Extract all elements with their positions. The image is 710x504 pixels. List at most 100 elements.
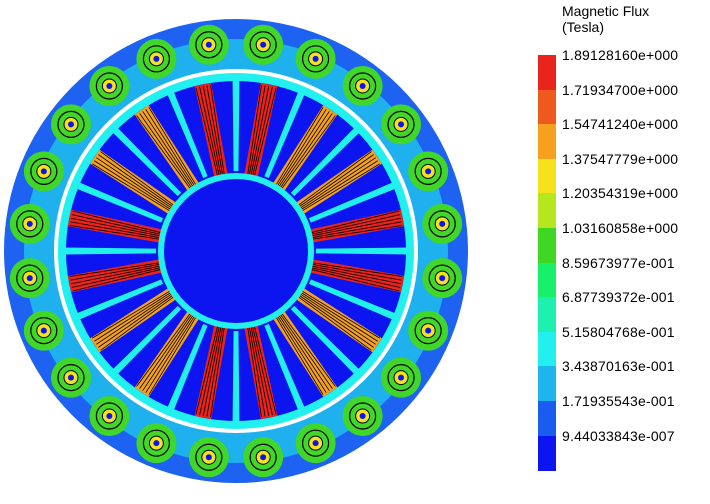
- legend-swatch: [538, 158, 556, 194]
- flux-line: [301, 160, 378, 210]
- flux-line: [206, 327, 223, 417]
- flux-line: [276, 317, 324, 395]
- stator-slot: [67, 374, 74, 381]
- rotor-flux-barrier: [290, 126, 361, 197]
- flux-line: [249, 85, 266, 175]
- flux-line-loop: [16, 264, 44, 292]
- stator-slot: [260, 454, 267, 461]
- stator-slot: [26, 275, 33, 282]
- stator-slot: [439, 220, 446, 227]
- flux-line: [202, 327, 222, 416]
- flux-line: [136, 313, 191, 387]
- flux-line: [71, 217, 160, 237]
- flux-line: [281, 313, 336, 387]
- flux-line: [96, 294, 172, 345]
- stator-slot: [40, 327, 47, 334]
- flux-line: [250, 327, 270, 416]
- rotor-flux-barrier: [264, 90, 305, 179]
- legend-label: 1.54741240e+000: [562, 116, 679, 133]
- rotor-flux-barrier: [167, 323, 208, 412]
- legend-label: 1.71935543e-001: [562, 393, 675, 409]
- rotor-flux-barrier: [111, 126, 182, 197]
- legend-swatch: [538, 331, 556, 367]
- flux-line: [252, 86, 273, 175]
- flux-line-loop: [95, 72, 123, 100]
- flux-line: [247, 84, 262, 174]
- rotor-flux-barrier: [111, 305, 182, 376]
- flux-line: [100, 296, 174, 351]
- flux-line-loop: [95, 402, 123, 430]
- flux-line-loop: [142, 429, 171, 457]
- rotor-flux-barrier: [64, 247, 157, 255]
- motor-cross-section: [4, 19, 468, 483]
- flux-line-loop: [142, 45, 171, 73]
- flux-line: [302, 291, 380, 339]
- flux-line: [298, 151, 372, 206]
- flux-line: [148, 107, 196, 185]
- flux-line-loop: [57, 364, 85, 392]
- legend-label: 6.87739372e-001: [562, 289, 675, 306]
- flux-line: [210, 84, 225, 174]
- stator-slot: [312, 440, 319, 447]
- flux-line: [139, 113, 192, 188]
- flux-line: [145, 109, 195, 186]
- legend-swatch: [538, 435, 556, 471]
- flux-line-loop: [301, 45, 330, 73]
- flux-line: [299, 295, 374, 348]
- stator-slot: [26, 220, 33, 227]
- stator-slot: [153, 440, 160, 447]
- flux-line: [252, 327, 273, 416]
- flux-line: [139, 314, 192, 389]
- flux-line: [312, 217, 401, 237]
- rotor-flux-barrier: [232, 330, 240, 423]
- rotor-pole-bar: [67, 258, 165, 293]
- legend-swatch: [538, 124, 556, 160]
- legend-swatch: [538, 401, 556, 437]
- flux-line: [302, 163, 380, 211]
- flux-line: [148, 317, 196, 395]
- flux-line: [98, 154, 173, 207]
- flux-line: [313, 262, 403, 277]
- flux-line: [94, 292, 171, 342]
- legend-label: 1.89128160e+000: [562, 47, 679, 63]
- flux-line: [299, 154, 374, 207]
- stator-slot: [398, 121, 405, 128]
- stator-slot: [106, 82, 113, 89]
- flux-line: [298, 296, 372, 351]
- stator-slot: [205, 41, 212, 48]
- flux-line: [71, 214, 160, 235]
- flux-line: [136, 115, 191, 189]
- flux-line-loop: [349, 402, 377, 430]
- flux-line-loop: [414, 157, 442, 186]
- flux-line: [98, 295, 173, 348]
- flux-line: [281, 115, 336, 189]
- flux-line-loop: [249, 443, 277, 471]
- legend-label: 1.03160858e+000: [562, 220, 679, 236]
- stator-slot: [312, 55, 319, 62]
- flux-line-loop: [301, 429, 330, 457]
- rotor-pole-bar: [307, 209, 405, 244]
- stator-slot: [260, 41, 267, 48]
- flux-line-loop: [16, 210, 44, 238]
- legend-swatch: [538, 89, 556, 125]
- flux-line: [311, 210, 400, 233]
- flux-line: [254, 326, 277, 415]
- rotor-flux-barrier: [75, 279, 164, 320]
- legend-swatch: [538, 228, 556, 264]
- flux-line-loop: [387, 110, 415, 138]
- flux-line-loop: [387, 364, 415, 392]
- flux-line: [276, 107, 324, 185]
- stator-slot: [40, 168, 47, 175]
- flux-line: [300, 294, 376, 345]
- flux-line: [277, 109, 327, 186]
- stator-slot: [359, 82, 366, 89]
- flux-line: [280, 113, 333, 188]
- rotor-flux-barrier: [75, 182, 164, 223]
- flux-line: [92, 291, 170, 339]
- stator-slot: [398, 374, 405, 381]
- flux-line: [195, 326, 218, 415]
- flux-line-loop: [30, 157, 58, 186]
- rotor-pole-bar: [67, 209, 165, 244]
- legend-label: 1.71934700e+000: [562, 81, 679, 98]
- flux-line: [94, 160, 171, 210]
